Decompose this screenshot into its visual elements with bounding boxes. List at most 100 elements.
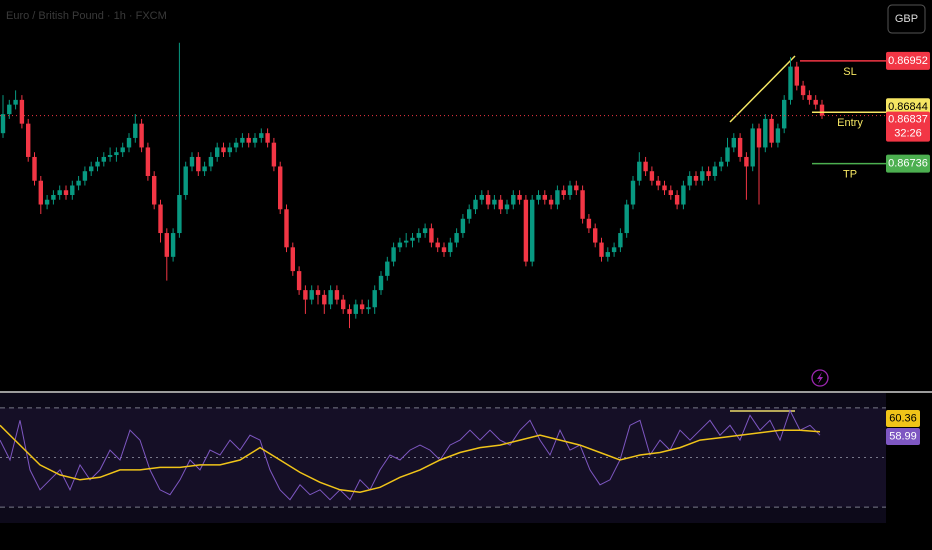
candle-body (674, 195, 680, 205)
candle-body (309, 290, 314, 300)
candle-body (448, 242, 453, 253)
rsi-tag-label: 60.36 (889, 412, 917, 424)
candle-body (485, 195, 491, 205)
candle-body (303, 290, 308, 300)
candle-body (712, 166, 718, 176)
candle-body (404, 240, 409, 243)
level-name: TP (843, 169, 857, 181)
candle-body (530, 199, 535, 262)
candle-body (643, 161, 648, 172)
candle-body (548, 199, 554, 205)
rsi-tag (886, 428, 920, 445)
candle-body (7, 104, 12, 115)
current-price-label: 0.86837 (888, 113, 928, 125)
candle-body (170, 233, 176, 257)
rsi-tag-label: 58.99 (889, 430, 917, 442)
candle-body (359, 304, 365, 310)
candle-body (19, 99, 25, 124)
candle-body (523, 199, 529, 262)
candle-body (668, 190, 673, 195)
candle-body (441, 247, 447, 253)
candle-body (139, 123, 144, 148)
candle-body (706, 171, 711, 176)
candle-body (126, 137, 132, 148)
candle-body (252, 137, 258, 143)
candle-body (750, 128, 755, 167)
candle-body (233, 142, 239, 148)
level-name: Entry (837, 117, 863, 129)
candle-body (725, 147, 730, 162)
level-name: SL (843, 66, 856, 78)
rsi-line (0, 409, 821, 501)
candle-body (164, 233, 169, 257)
candle-body (737, 137, 743, 157)
rsi-tag (886, 410, 920, 427)
candle-body (511, 195, 516, 205)
currency-button[interactable] (887, 4, 926, 34)
candle-body (347, 309, 352, 314)
candle-body (366, 307, 371, 310)
candle-body (44, 199, 50, 205)
candle-body (460, 218, 466, 234)
candle-body (611, 247, 617, 253)
candle-body (385, 261, 390, 276)
candle-body (372, 290, 377, 308)
price-tag (886, 154, 930, 173)
candle-body (567, 185, 573, 195)
candle-body (454, 233, 459, 243)
candle-body (334, 290, 340, 300)
candle-body (0, 114, 6, 134)
candle-body (296, 271, 302, 291)
candle-body (227, 147, 232, 153)
candle-body (536, 195, 541, 200)
rsi-line (0, 424, 821, 493)
alert-bolt (817, 372, 823, 384)
countdown-label: 32:26 (894, 127, 922, 139)
candle-body (580, 190, 585, 219)
candle-body (378, 275, 384, 291)
candle-body (76, 180, 81, 186)
candle-body (265, 133, 270, 143)
candle-body (435, 242, 440, 248)
candle-body (246, 137, 251, 143)
candle-body (410, 237, 415, 241)
candle-body (57, 190, 62, 195)
candle-body (391, 247, 396, 262)
candle-body (202, 166, 207, 172)
candle-body (637, 161, 642, 181)
current-price-tag (886, 111, 930, 142)
candle-body (422, 228, 428, 234)
candle-body (467, 209, 472, 219)
candle-body (593, 228, 598, 243)
price-tag-label: 0.86844 (888, 101, 928, 113)
candle-body (782, 99, 787, 129)
candle-body (26, 123, 31, 157)
candle-body (215, 147, 220, 157)
candle-body (145, 147, 151, 176)
candle-body (240, 137, 245, 143)
candle-body (429, 228, 434, 243)
candle-body (32, 156, 37, 181)
alert-icon[interactable] (811, 369, 829, 387)
candle-body (221, 147, 226, 153)
candle-body (51, 195, 56, 200)
candle-body (70, 185, 75, 195)
candle-body (756, 128, 762, 148)
candle-body (322, 294, 327, 305)
candle-body (775, 128, 781, 143)
candle-body (800, 85, 806, 96)
candle-body (769, 118, 774, 143)
candle-body (744, 156, 749, 167)
candle-body (574, 185, 579, 191)
candle-body (290, 247, 295, 272)
candle-body (794, 66, 799, 86)
candle-body (662, 185, 667, 191)
candle-body (63, 190, 69, 195)
candle-body (189, 156, 195, 167)
candle-body (618, 233, 623, 248)
candle-body (120, 147, 125, 153)
currency-label[interactable]: GBP (895, 13, 918, 25)
candle-body (278, 166, 283, 210)
candle-body (13, 99, 18, 105)
